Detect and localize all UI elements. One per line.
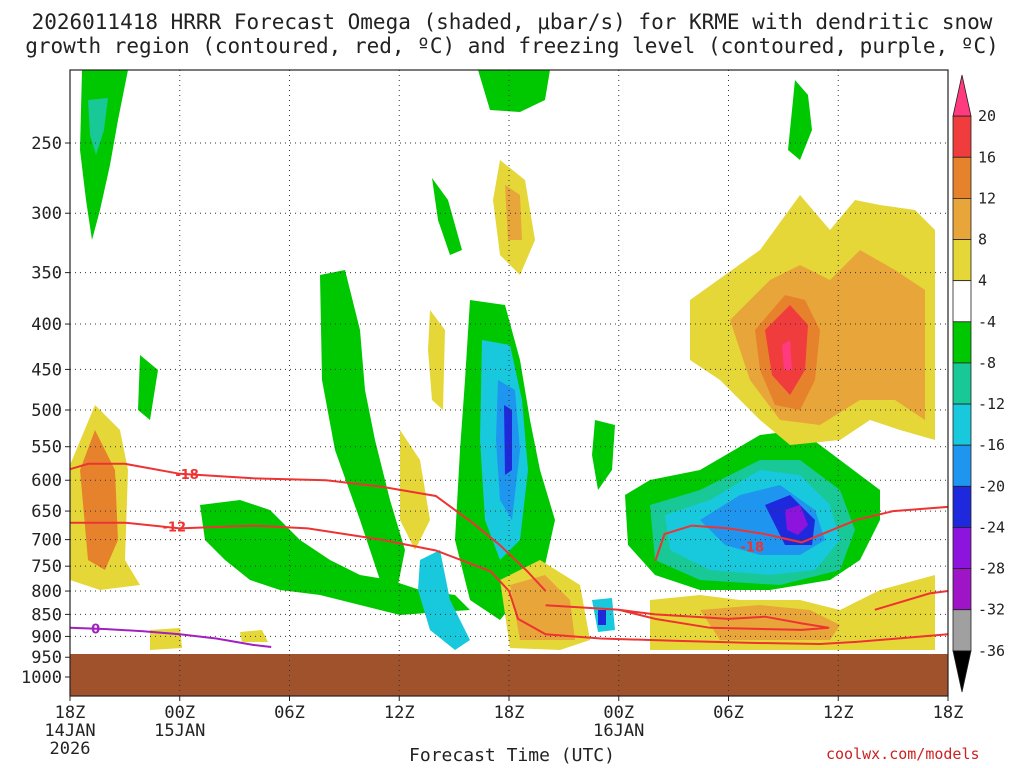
contour-label: -18 [741, 541, 765, 556]
chart-title-line1: 2026011418 HRRR Forecast Omega (shaded, … [31, 10, 993, 34]
site-credit[interactable]: coolwx.com/models [826, 745, 980, 763]
omega-region-teal [88, 98, 108, 155]
colorbar-swatch [952, 321, 972, 364]
omega-region-dark-blue [504, 405, 512, 475]
colorbar-label: -32 [978, 601, 1005, 619]
isotherm-contours: -18 -12 -18 0 [69, 462, 949, 648]
x-tick-label: 12Z [823, 703, 854, 723]
omega-region-yellow [428, 310, 445, 410]
colorbar-label: 8 [978, 231, 987, 249]
chart-title-line2: growth region (contoured, red, ºC) and f… [25, 34, 999, 58]
omega-region-orange [505, 185, 522, 240]
colorbar-label: -28 [978, 560, 1005, 578]
colorbar-swatch [952, 568, 972, 611]
x-axis-title: Forecast Time (UTC) [409, 745, 615, 766]
x-tick-year: 2026 [50, 739, 91, 759]
colorbar-swatch [952, 444, 972, 487]
colorbar-swatch [952, 156, 972, 199]
colorbar-swatch [952, 239, 972, 282]
colorbar-label: -4 [978, 313, 996, 331]
x-tick-label: 18Z [494, 703, 525, 723]
contour-label: -12 [163, 521, 187, 536]
y-tick-label: 950 [31, 648, 62, 668]
x-tick-label: 06Z [274, 703, 305, 723]
colorbar: 20 16 12 8 4 -4 -8 -12 -16 -20 -24 -28 -32 -36 [952, 74, 1005, 693]
omega-region-magenta [782, 340, 792, 370]
isotherm-line [69, 626, 272, 648]
colorbar-label: -12 [978, 395, 1005, 413]
isotherm-line [69, 462, 547, 592]
x-tick-label: 00Z [603, 703, 634, 723]
omega-region-green [320, 270, 405, 600]
y-tick-label: 700 [31, 531, 62, 551]
omega-region-green [200, 500, 470, 615]
colorbar-swatch [952, 197, 972, 240]
y-tick-label: 1000 [21, 668, 62, 688]
colorbar-cap-bottom [952, 650, 972, 693]
colorbar-swatch [952, 115, 972, 158]
omega-region-orange [700, 605, 840, 640]
colorbar-label: -8 [978, 354, 996, 372]
y-tick-label: 900 [31, 627, 62, 647]
y-tick-label: 750 [31, 557, 62, 577]
isotherm-line [654, 505, 949, 562]
y-axis: 2503003504004505005506006507007508008509… [21, 134, 70, 688]
x-tick-label: 06Z [713, 703, 744, 723]
y-tick-label: 800 [31, 582, 62, 602]
y-tick-label: 300 [31, 204, 62, 224]
isotherm-line [874, 590, 949, 611]
omega-region-dark-blue [598, 610, 606, 625]
isotherm-line [70, 521, 949, 646]
colorbar-swatch [952, 527, 972, 570]
colorbar-swatch [952, 362, 972, 405]
y-tick-label: 650 [31, 502, 62, 522]
colorbar-cap-top [952, 74, 972, 117]
colorbar-swatch [952, 403, 972, 446]
x-tick-date: 14JAN [44, 721, 95, 741]
colorbar-label: -20 [978, 477, 1005, 495]
y-tick-label: 850 [31, 605, 62, 625]
omega-region-yellow [400, 430, 430, 550]
omega-region-cyan [418, 550, 470, 650]
colorbar-label: 12 [978, 189, 996, 207]
x-tick-label: 18Z [55, 703, 86, 723]
x-tick-date: 15JAN [154, 721, 205, 741]
colorbar-swatch [952, 485, 972, 528]
y-tick-label: 500 [31, 401, 62, 421]
x-tick-label: 00Z [164, 703, 195, 723]
colorbar-label: -24 [978, 518, 1005, 536]
colorbar-label: 20 [978, 107, 996, 125]
y-tick-label: 350 [31, 264, 62, 284]
omega-region-yellow [240, 630, 268, 642]
isotherm-line [545, 604, 830, 631]
colorbar-label: 16 [978, 148, 996, 166]
omega-region-green [432, 178, 462, 255]
omega-region-green [788, 80, 812, 160]
y-tick-label: 400 [31, 315, 62, 335]
contour-label: 0 [91, 623, 100, 638]
omega-region-purple [785, 505, 808, 535]
colorbar-swatch [952, 609, 972, 652]
colorbar-label: -16 [978, 436, 1005, 454]
x-tick-label: 12Z [384, 703, 415, 723]
y-tick-label: 600 [31, 471, 62, 491]
y-tick-label: 550 [31, 438, 62, 458]
omega-shading [70, 70, 935, 650]
omega-region-green [478, 70, 550, 112]
y-tick-label: 250 [31, 134, 62, 154]
omega-region-green [80, 70, 128, 240]
y-tick-label: 450 [31, 360, 62, 380]
colorbar-label: 4 [978, 272, 987, 290]
colorbar-label: -36 [978, 642, 1005, 660]
contour-label: -18 [175, 468, 199, 483]
omega-region-green [138, 355, 158, 420]
omega-region-orange [80, 430, 118, 570]
omega-region-green [592, 420, 615, 490]
x-tick-label: 18Z [933, 703, 964, 723]
colorbar-swatch [952, 280, 972, 323]
x-tick-date: 16JAN [593, 721, 644, 741]
